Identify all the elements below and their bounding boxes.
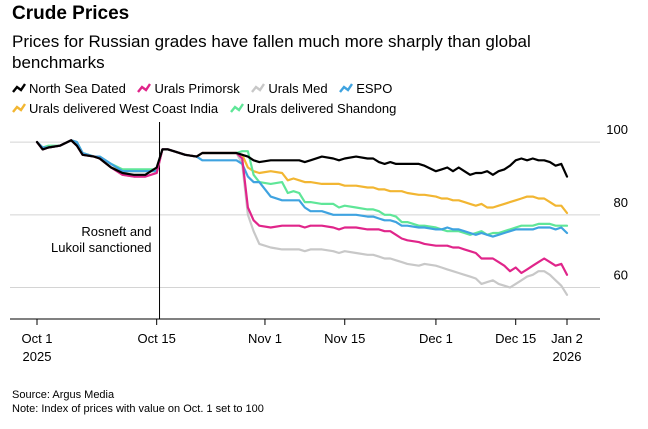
chart-title: Crude Prices — [12, 3, 130, 24]
annotation-text: Rosneft and — [81, 224, 151, 239]
legend-item: Urals Med — [251, 79, 328, 99]
legend-check-icon — [12, 103, 26, 113]
series-line — [35, 139, 569, 236]
legend-check-icon — [339, 83, 354, 93]
legend-check-icon — [137, 83, 152, 93]
y-tick-label: 100 — [606, 122, 628, 137]
x-tick-year-label: 2025 — [23, 349, 52, 364]
legend-label: ESPO — [356, 81, 393, 96]
x-tick-label: Nov 15 — [324, 331, 365, 346]
x-tick-year-label: 2026 — [553, 349, 582, 364]
legend-label: North Sea Dated — [29, 81, 126, 96]
series-line — [35, 139, 569, 296]
line-chart: 100 80 60 Oct 1 2025 Oct 15 Nov 1 Nov 15 Dec 1 De… — [10, 122, 628, 364]
footer: Source: Argus Media Note: Index of price… — [12, 388, 264, 416]
legend-item: Urals delivered West Coast India — [12, 99, 218, 119]
series-line — [35, 139, 569, 178]
legend-check-icon — [12, 83, 26, 93]
legend-item: North Sea Dated — [12, 79, 126, 99]
legend-item: ESPO — [339, 79, 392, 99]
x-tick-label: Jan 2 — [551, 331, 583, 346]
legend-item: Urals delivered Shandong — [229, 99, 397, 119]
legend-check-icon — [229, 103, 244, 113]
series-line — [35, 139, 569, 276]
chart-subtitle: Prices for Russian grades have fallen mu… — [12, 32, 531, 72]
index-note: Note: Index of prices with value on Oct.… — [12, 403, 264, 415]
legend-item: Urals Primorsk — [137, 79, 240, 99]
series-line — [35, 139, 569, 238]
x-tick-label: Oct 1 — [21, 331, 52, 346]
annotation-text: Lukoil sanctioned — [51, 240, 151, 255]
x-tick-label: Dec 15 — [495, 331, 536, 346]
x-tick-label: Oct 15 — [138, 331, 176, 346]
legend-label: Urals delivered Shandong — [246, 101, 397, 116]
legend-check-icon — [251, 83, 266, 93]
legend: North Sea Dated Urals Primorsk Urals Med… — [12, 79, 612, 119]
x-tick-label: Nov 1 — [248, 331, 282, 346]
legend-label: Urals delivered West Coast India — [29, 101, 219, 116]
source-note: Source: Argus Media — [12, 389, 115, 401]
legend-label: Urals Primorsk — [154, 81, 240, 96]
y-tick-label: 60 — [614, 268, 628, 283]
x-tick-label: Dec 1 — [419, 331, 453, 346]
series-line — [35, 139, 569, 215]
legend-label: Urals Med — [268, 81, 328, 96]
y-tick-label: 80 — [614, 195, 628, 210]
